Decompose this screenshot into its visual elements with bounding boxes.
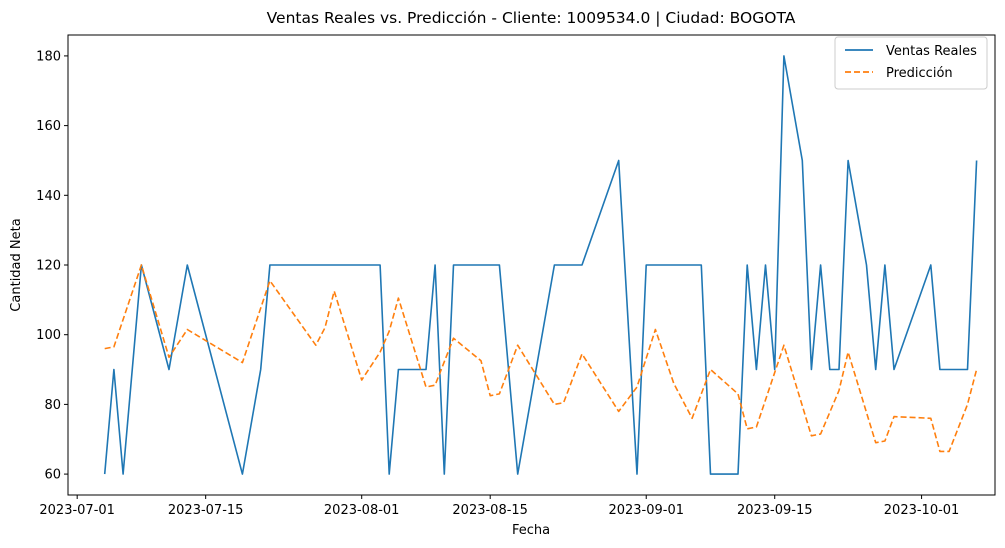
series-line-ventas-reales bbox=[103, 55, 978, 475]
y-tick-label: 80 bbox=[44, 398, 61, 413]
y-tick-label: 100 bbox=[36, 328, 61, 343]
legend-label-ventas-reales: Ventas Reales bbox=[886, 44, 977, 59]
plot-frame bbox=[67, 34, 996, 496]
y-tick-label: 180 bbox=[36, 49, 61, 64]
x-tick-label: 2023-08-15 bbox=[452, 503, 528, 518]
series-layer bbox=[103, 55, 978, 475]
series-line-prediccion bbox=[104, 264, 978, 453]
chart-title: Ventas Reales vs. Predicción - Cliente: … bbox=[267, 9, 796, 27]
y-tick-label: 120 bbox=[36, 259, 61, 274]
plot-area bbox=[68, 35, 995, 495]
x-tick-label: 2023-09-15 bbox=[737, 503, 813, 518]
x-tick-label: 2023-09-01 bbox=[608, 503, 684, 518]
x-tick-label: 2023-10-01 bbox=[884, 503, 960, 518]
y-tick-label: 140 bbox=[36, 189, 61, 204]
x-tick-label: 2023-07-01 bbox=[39, 503, 115, 518]
axes-layer: 2023-07-01 2023-07-15 2023-08-01 2023-08-15… bbox=[36, 49, 959, 518]
y-tick-label: 60 bbox=[44, 468, 61, 483]
x-tick-label: 2023-08-01 bbox=[324, 503, 400, 518]
legend-label-prediccion: Predicción bbox=[886, 66, 953, 81]
legend: Ventas Reales Predicción bbox=[834, 36, 988, 90]
y-axis-label: Cantidad Neta bbox=[9, 218, 24, 311]
x-axis-label: Fecha bbox=[512, 523, 550, 538]
x-tick-label: 2023-07-15 bbox=[168, 503, 244, 518]
y-tick-label: 160 bbox=[36, 119, 61, 134]
